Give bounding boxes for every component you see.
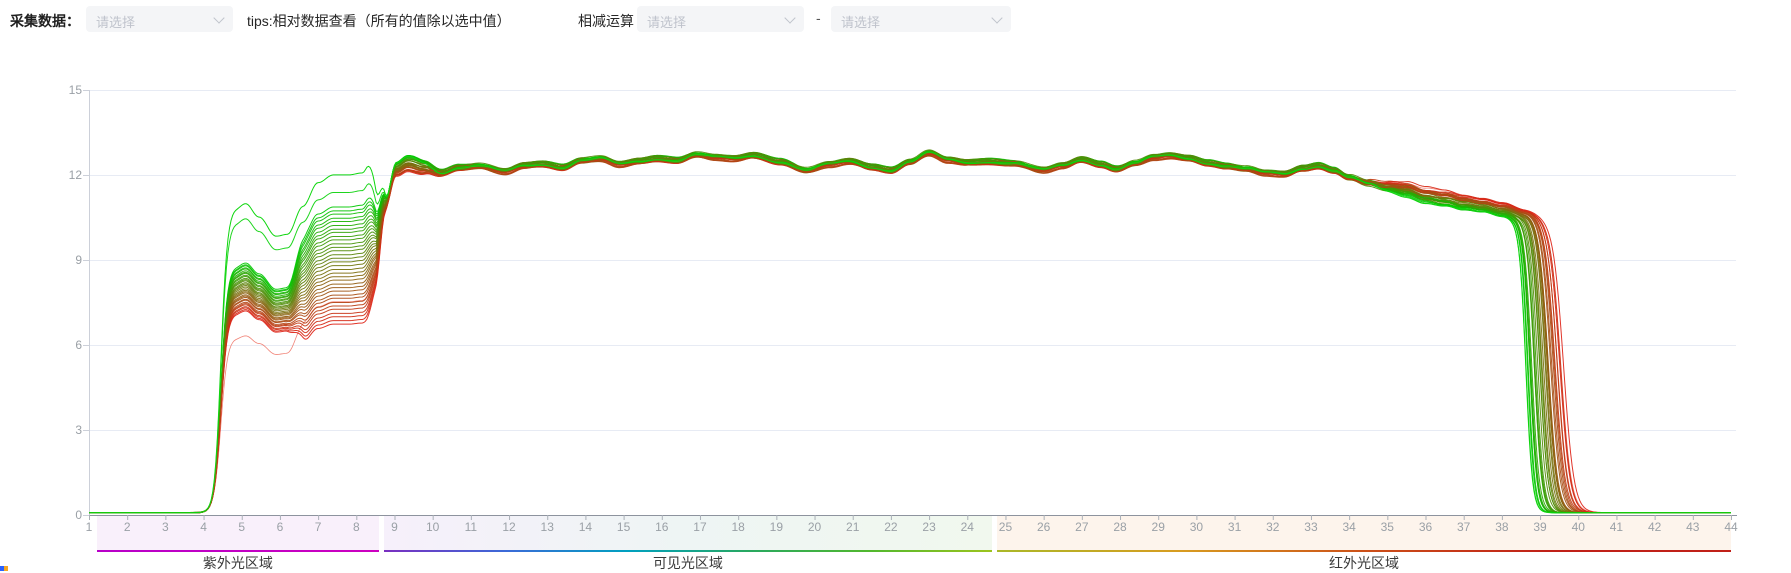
x-tick-label: 44 (1724, 520, 1738, 534)
minuend-select-placeholder: 请选择 (647, 15, 687, 30)
x-tick-label: 11 (464, 520, 478, 534)
region-spectrum-line (384, 550, 992, 552)
x-tick-label: 35 (1380, 520, 1394, 534)
region-label: 紫外光区域 (202, 555, 273, 571)
x-tick-label: 31 (1227, 520, 1242, 534)
y-tick-label: 12 (68, 168, 82, 182)
x-tick-label: 29 (1151, 520, 1165, 534)
y-tick-label: 3 (75, 423, 82, 437)
x-tick-label: 25 (998, 520, 1013, 534)
x-tick-label: 17 (693, 520, 707, 534)
region-label: 红外光区域 (1329, 555, 1400, 571)
x-tick-label: 42 (1647, 520, 1662, 534)
x-tick-label: 27 (1075, 520, 1089, 534)
x-tick-label: 40 (1571, 520, 1585, 534)
x-tick-label: 38 (1495, 520, 1509, 534)
x-tick-label: 23 (922, 520, 936, 534)
x-tick-label: 33 (1304, 520, 1318, 534)
x-tick-label: 21 (846, 520, 860, 534)
subtrahend-select[interactable]: 请选择 (831, 6, 1011, 32)
toolbar: 采集数据： 请选择 tips:相对数据查看（所有的值除以选中值） 相减运算 请选… (0, 0, 1791, 38)
region-spectrum-line (997, 550, 1731, 552)
x-tick-label: 34 (1342, 520, 1356, 534)
y-tick-label: 6 (75, 338, 82, 352)
region-label: 可见光区域 (652, 555, 723, 571)
x-tick-label: 12 (502, 520, 516, 534)
minuend-select[interactable]: 请选择 (637, 6, 804, 32)
dataset-label: 采集数据： (10, 13, 80, 29)
x-tick-label: 43 (1686, 520, 1700, 534)
operation-label: 相减运算 (578, 13, 634, 29)
x-tick-label: 26 (1036, 520, 1051, 534)
y-tick-label: 0 (75, 508, 82, 522)
x-tick-label: 9 (391, 520, 398, 534)
chevron-down-icon (784, 12, 796, 24)
x-tick-label: 5 (238, 520, 246, 534)
x-tick-label: 3 (162, 520, 169, 534)
chevron-down-icon (991, 12, 1003, 24)
x-tick-label: 22 (884, 520, 898, 534)
x-tick-label: 32 (1266, 520, 1280, 534)
chevron-down-icon (213, 12, 225, 24)
x-tick-label: 28 (1113, 520, 1127, 534)
x-tick-label: 20 (807, 520, 822, 534)
x-tick-label: 4 (200, 520, 207, 534)
x-tick-label: 24 (960, 520, 974, 534)
x-tick-label: 30 (1189, 520, 1204, 534)
dataset-select-placeholder: 请选择 (96, 15, 136, 30)
dataset-select[interactable]: 请选择 (86, 6, 233, 32)
x-tick-label: 14 (578, 520, 593, 534)
region-spectrum-line (97, 550, 379, 552)
x-tick-label: 1 (85, 520, 93, 534)
x-tick-label: 8 (352, 520, 360, 534)
x-tick-label: 7 (314, 520, 322, 534)
x-tick-label: 37 (1457, 520, 1471, 534)
y-tick-label: 15 (68, 83, 82, 97)
x-tick-label: 2 (123, 520, 131, 534)
x-tick-label: 39 (1533, 520, 1547, 534)
x-tick-label: 10 (425, 520, 440, 534)
x-tick-label: 19 (769, 520, 784, 534)
x-tick-label: 41 (1609, 520, 1624, 534)
minus-separator: - (816, 10, 821, 26)
tips-text: tips:相对数据查看（所有的值除以选中值） (247, 13, 511, 29)
x-tick-label: 18 (731, 520, 745, 534)
x-tick-label: 13 (540, 520, 554, 534)
subtrahend-select-placeholder: 请选择 (841, 15, 881, 30)
x-tick-label: 6 (276, 520, 284, 534)
x-tick-label: 16 (655, 520, 669, 534)
x-tick-label: 36 (1418, 520, 1433, 534)
y-tick-label: 9 (75, 253, 82, 267)
corner-artifact (0, 566, 8, 571)
x-tick-label: 15 (616, 520, 631, 534)
